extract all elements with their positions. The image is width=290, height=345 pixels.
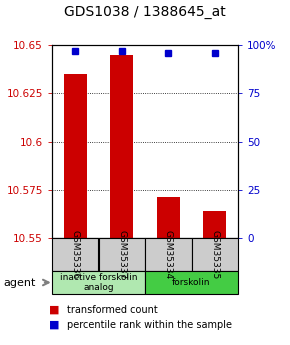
Bar xyxy=(110,55,133,238)
Text: transformed count: transformed count xyxy=(67,305,157,315)
Text: inactive forskolin
analog: inactive forskolin analog xyxy=(60,273,137,292)
Text: GSM35336: GSM35336 xyxy=(71,230,80,279)
Text: forskolin: forskolin xyxy=(172,278,211,287)
Text: agent: agent xyxy=(3,277,35,287)
Text: ■: ■ xyxy=(49,305,60,315)
Text: GSM35335: GSM35335 xyxy=(210,230,219,279)
Text: ■: ■ xyxy=(49,320,60,330)
Bar xyxy=(157,197,180,238)
Bar xyxy=(64,74,87,238)
Bar xyxy=(203,211,226,238)
Text: GDS1038 / 1388645_at: GDS1038 / 1388645_at xyxy=(64,5,226,19)
Text: GSM35334: GSM35334 xyxy=(164,230,173,279)
Text: GSM35337: GSM35337 xyxy=(117,230,126,279)
Text: percentile rank within the sample: percentile rank within the sample xyxy=(67,320,232,330)
